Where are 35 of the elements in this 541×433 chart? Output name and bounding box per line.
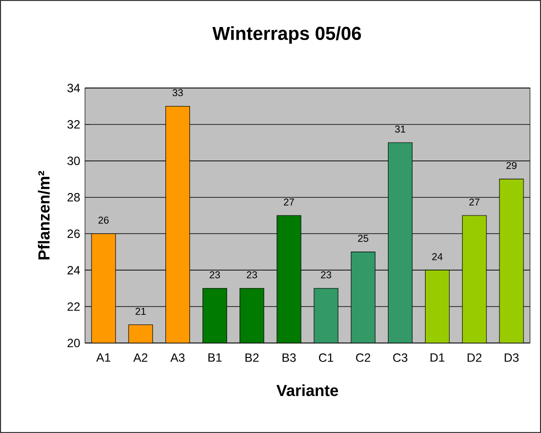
x-axis-title: Variante xyxy=(276,384,338,396)
data-label: 27 xyxy=(469,198,480,206)
y-tick-label: 22 xyxy=(68,302,80,311)
x-tick-label: D3 xyxy=(504,353,519,362)
y-tick-label: 20 xyxy=(68,338,80,348)
data-label: 26 xyxy=(98,216,109,224)
x-tick-label: B3 xyxy=(282,353,296,362)
data-label: 29 xyxy=(506,162,517,170)
x-tick-label: C3 xyxy=(393,353,408,362)
x-tick-label: A1 xyxy=(96,353,110,362)
y-tick-label: 26 xyxy=(68,229,80,238)
x-tick-label: A3 xyxy=(170,353,185,362)
x-tick-label: B2 xyxy=(246,353,259,362)
data-label: 23 xyxy=(320,271,332,278)
data-label: 27 xyxy=(284,198,294,206)
data-label: 33 xyxy=(172,89,183,96)
x-tick-label: C1 xyxy=(318,353,334,362)
data-label: 24 xyxy=(432,253,443,260)
x-tick-label: D1 xyxy=(430,353,444,362)
x-tick-label: A2 xyxy=(133,353,148,362)
data-label: 23 xyxy=(246,271,257,278)
chart-title: Winterraps 05/06 xyxy=(212,26,361,44)
data-label: 21 xyxy=(136,308,146,315)
data-label: 23 xyxy=(210,271,220,278)
y-tick-label: 34 xyxy=(67,84,80,92)
x-tick-label: B1 xyxy=(208,353,222,362)
y-tick-label: 24 xyxy=(68,266,80,274)
x-tick-label: D2 xyxy=(468,353,482,362)
y-axis-title: Pflanzen/m² xyxy=(38,170,50,260)
y-tick-label: 28 xyxy=(68,193,80,202)
x-tick-label: C2 xyxy=(356,353,370,362)
y-tick-label: 32 xyxy=(67,120,80,129)
data-label: 25 xyxy=(358,234,368,242)
data-label: 31 xyxy=(395,126,406,133)
y-tick-label: 30 xyxy=(67,156,80,166)
